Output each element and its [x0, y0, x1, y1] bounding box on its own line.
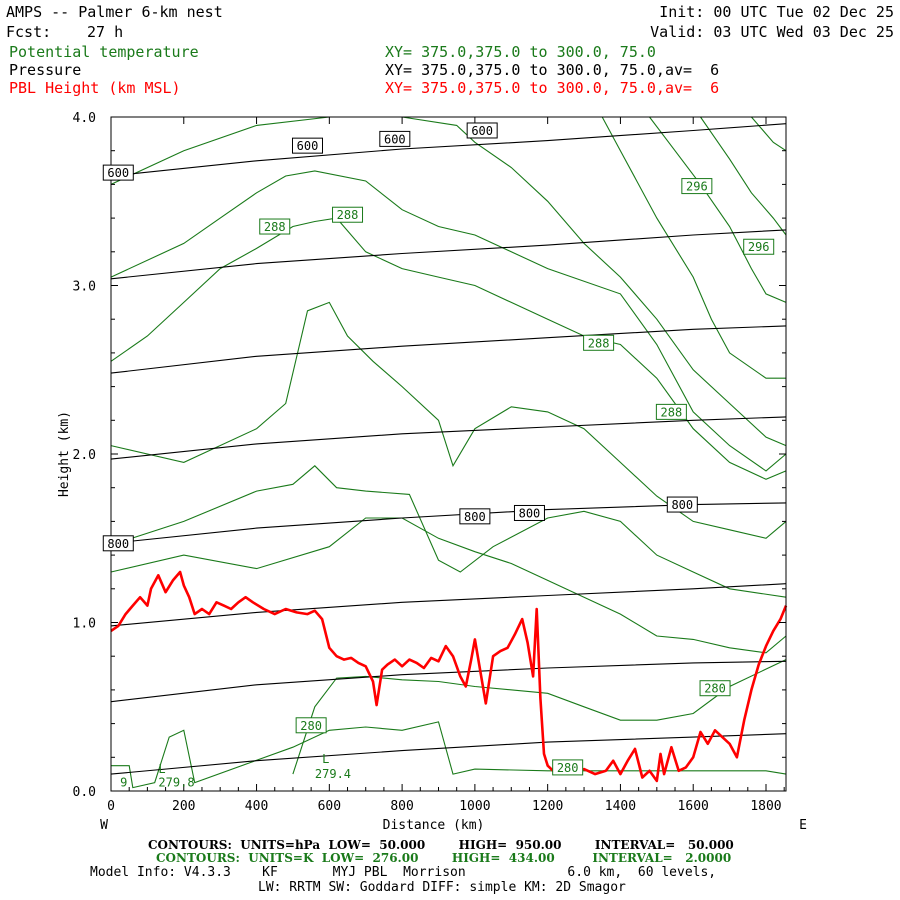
theta-label-8-box: [552, 759, 584, 776]
pressure-label-6: 800: [519, 506, 541, 520]
field-xy-theta: XY= 375.0,375.0 to 300.0, 75.0: [385, 43, 656, 61]
pressure-label-4-box: [102, 535, 134, 552]
x-tick-label-4: 800: [390, 799, 413, 814]
pressure-label-2: 600: [384, 132, 406, 146]
x-tick-label-8: 1600: [678, 799, 709, 814]
pressure-contour-1: [110, 660, 787, 703]
theta-contour-5: [110, 217, 787, 480]
pressure-label-1-box: [291, 137, 323, 154]
pressure-label-5-box: [459, 508, 491, 525]
footer-theta-contours: CONTOURS: UNITS=K LOW= 276.00 HIGH= 434.…: [156, 851, 732, 865]
theta-contour-9: [649, 116, 787, 303]
theta-label-7: 280: [704, 682, 726, 696]
pressure-label-5: 800: [464, 510, 486, 524]
low-annotation-4: 9: [120, 776, 127, 790]
chart-title: AMPS -- Palmer 6-km nest: [6, 3, 223, 21]
y-tick-label-4: 4.0: [73, 111, 96, 126]
theta-label-1-box: [332, 206, 364, 223]
theta-contour-4: [110, 301, 787, 539]
pressure-contour-4: [110, 416, 787, 460]
footer-physics-info: LW: RRTM SW: Goddard DIFF: simple KM: 2D…: [258, 880, 626, 895]
cross-section-chart: 0 200 400 600 800 1000 1200 1400 1600 1800 0.0 1.0 2…: [57, 111, 807, 833]
theta-contour-10: [700, 116, 787, 236]
theta-contour-7: [110, 116, 787, 447]
field-name-theta: Potential temperature: [9, 43, 199, 61]
theta-label-6: 280: [300, 719, 322, 733]
footer-pressure-contours: CONTOURS: UNITS=hPa LOW= 50.000 HIGH= 95…: [148, 838, 734, 852]
theta-label-1: 288: [337, 208, 359, 222]
theta-label-2-box: [583, 334, 615, 351]
theta-label-0-box: [259, 218, 291, 235]
pressure-label-1: 600: [297, 139, 319, 153]
y-tick-label-1: 1.0: [73, 617, 96, 632]
footer-model-info: Model Info: V4.3.3 KF MYJ PBL Morrison 6…: [90, 865, 717, 880]
theta-label-7-box: [699, 680, 731, 697]
pressure-contour-6: [110, 229, 787, 280]
theta-label-6-box: [295, 717, 327, 734]
theta-contour-3: [110, 465, 787, 598]
theta-label-5: 296: [748, 240, 770, 254]
pressure-label-3-box: [466, 122, 498, 139]
east-label: E: [799, 818, 807, 833]
pressure-label-0-box: [102, 164, 134, 181]
x-tick-label-6: 1200: [532, 799, 563, 814]
forecast-value: 27 h: [87, 23, 124, 41]
pressure-contour-0: [110, 733, 787, 775]
pressure-label-7: 800: [671, 498, 693, 512]
y-tick-label-2: 2.0: [73, 448, 96, 463]
forecast-label: Fcst:: [6, 23, 52, 41]
theta-label-3: 288: [661, 405, 683, 419]
low-annotation-3: 279.4: [315, 767, 351, 781]
x-tick-label-9: 1800: [750, 799, 781, 814]
pressure-label-3: 600: [471, 124, 493, 138]
pressure-label-7-box: [666, 496, 698, 513]
x-axis-label: Distance (km): [383, 818, 485, 833]
theta-label-2: 288: [588, 336, 610, 350]
pressure-contour-5: [110, 325, 787, 374]
pbl-height-line: [110, 570, 788, 783]
low-annotation-0: L: [158, 762, 165, 776]
field-name-pbl: PBL Height (km MSL): [9, 79, 181, 97]
x-tick-label-3: 600: [318, 799, 341, 814]
low-annotation-2: L: [322, 752, 329, 766]
x-tick-label-0: 0: [107, 799, 115, 814]
x-tick-label-2: 400: [245, 799, 268, 814]
init-time: Init: 00 UTC Tue 02 Dec 25: [659, 3, 894, 21]
theta-contour-6: [110, 170, 787, 472]
theta-contour-0: [111, 721, 787, 789]
y-axis-label: Height (km): [57, 411, 72, 497]
low-annotation-1: 279.8: [158, 776, 194, 790]
y-tick-label-0: 0.0: [73, 785, 96, 800]
theta-contour-2: [110, 517, 787, 654]
x-tick-label-5: 1000: [459, 799, 490, 814]
y-tick-label-3: 3.0: [73, 280, 96, 295]
x-tick-label-7: 1400: [605, 799, 636, 814]
x-tick-label-1: 200: [172, 799, 195, 814]
theta-label-4-box: [681, 178, 713, 195]
valid-time: Valid: 03 UTC Wed 03 Dec 25: [650, 23, 894, 41]
pressure-contour-7: [110, 123, 787, 177]
theta-contour-8: [601, 116, 786, 379]
theta-label-0: 288: [264, 220, 286, 234]
field-name-pressure: Pressure: [9, 61, 82, 79]
theta-label-4: 296: [686, 180, 708, 194]
pressure-label-6-box: [513, 504, 545, 521]
theta-label-3-box: [655, 403, 687, 420]
pressure-label-4: 800: [107, 537, 129, 551]
pressure-label-2-box: [379, 130, 411, 147]
theta-contour-1: [292, 659, 787, 775]
theta-contour-11: [750, 116, 787, 152]
field-xy-pressure: XY= 375.0,375.0 to 300.0, 75.0,av= 6: [385, 61, 720, 79]
pressure-contour-2: [110, 583, 787, 627]
pressure-label-0: 600: [107, 166, 129, 180]
theta-label-8: 280: [557, 761, 579, 775]
field-xy-pbl: XY= 375.0,375.0 to 300.0, 75.0,av= 6: [385, 79, 720, 97]
theta-label-5-box: [743, 238, 775, 255]
west-label: W: [100, 818, 108, 833]
